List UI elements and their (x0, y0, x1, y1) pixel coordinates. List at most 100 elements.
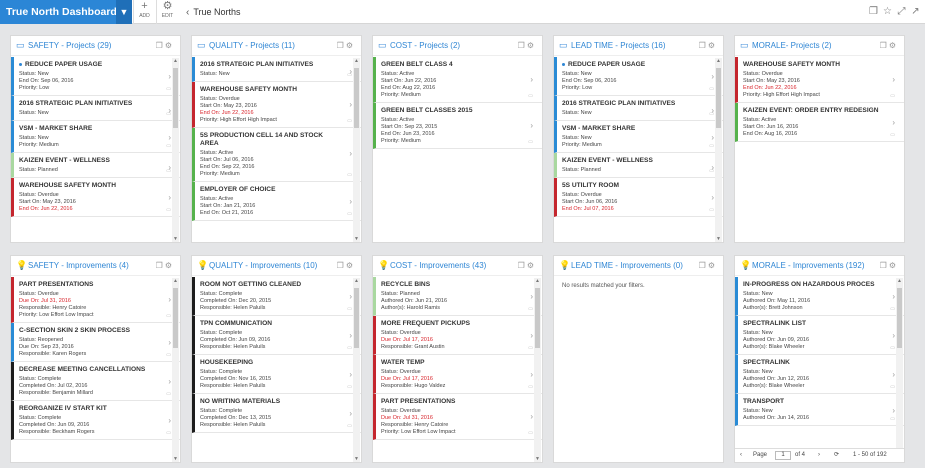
chevron-right-icon[interactable]: › (168, 295, 171, 304)
list-item[interactable]: 2016 STRATEGIC PLAN INITIATIVES Status: N… (192, 57, 361, 82)
panel-title[interactable]: MORALE- Projects (2) (752, 41, 832, 50)
scroll-down-icon[interactable]: ▼ (173, 236, 178, 242)
scrollbar-thumb[interactable] (535, 288, 540, 348)
edit-button[interactable]: ⚙ EDIT (156, 0, 178, 24)
panel-title[interactable]: LEAD TIME - Projects (16) (571, 41, 666, 50)
add-button[interactable]: + ADD (133, 0, 155, 24)
list-item[interactable]: SPECTRALINK Status: New Authored On: Jun 1… (735, 355, 904, 394)
gear-icon[interactable]: ⚙ (164, 41, 174, 50)
chevron-right-icon[interactable]: › (349, 370, 352, 380)
chevron-right-icon[interactable]: › (168, 105, 171, 115)
chevron-right-icon[interactable]: › (530, 370, 533, 380)
gear-icon[interactable]: ⚙ (526, 261, 536, 270)
chevron-right-icon[interactable]: › (530, 412, 533, 421)
list-item[interactable]: REORGANIZE IV START KIT Status: Complete C… (11, 401, 180, 440)
scrollbar[interactable]: ▲▼ (715, 58, 722, 242)
prev-page-icon[interactable]: ‹ (740, 452, 742, 458)
chevron-right-icon[interactable]: › (892, 331, 895, 341)
panel-title[interactable]: COST - Projects (2) (390, 41, 461, 50)
list-item[interactable]: REDUCE PAPER USAGE Status: New End On: Sep… (11, 57, 180, 96)
scroll-down-icon[interactable]: ▼ (716, 236, 721, 242)
chevron-right-icon[interactable]: › (168, 72, 171, 82)
chevron-right-icon[interactable]: › (168, 377, 171, 387)
gear-icon[interactable]: ⚙ (707, 41, 717, 50)
list-item[interactable]: SPECTRALINK LIST Status: New Authored On: … (735, 316, 904, 355)
scroll-up-icon[interactable]: ▲ (354, 278, 359, 284)
expand-icon[interactable]: ⤢ (897, 6, 906, 17)
chevron-right-icon[interactable]: › (711, 105, 714, 115)
list-item[interactable]: 2016 STRATEGIC PLAN INITIATIVES Status: N… (554, 96, 723, 121)
list-item[interactable]: RECYCLE BINS Status: Planned Authored On: … (373, 277, 542, 316)
gear-icon[interactable]: ⚙ (707, 261, 717, 270)
panel-title[interactable]: SAFETY - Improvements (4) (28, 261, 129, 270)
chevron-right-icon[interactable]: › (349, 149, 352, 159)
scrollbar[interactable]: ▲▼ (172, 58, 179, 242)
scroll-down-icon[interactable]: ▼ (173, 456, 178, 462)
chevron-right-icon[interactable]: › (892, 406, 895, 416)
list-item[interactable]: REDUCE PAPER USAGE Status: New End On: Sep… (554, 57, 723, 96)
scroll-down-icon[interactable]: ▼ (535, 456, 540, 462)
copy-icon[interactable]: ❐ (698, 41, 708, 50)
copy-icon[interactable]: ❐ (155, 261, 165, 270)
list-item[interactable]: HOUSEKEEPING Status: Complete Completed On… (192, 355, 361, 394)
gear-icon[interactable]: ⚙ (526, 41, 536, 50)
gear-icon[interactable]: ⚙ (345, 261, 355, 270)
chevron-right-icon[interactable]: › (349, 292, 352, 302)
scroll-up-icon[interactable]: ▲ (535, 278, 540, 284)
chevron-right-icon[interactable]: › (530, 121, 533, 130)
gear-icon[interactable]: ⚙ (345, 41, 355, 50)
list-item[interactable]: NO WRITING MATERIALS Status: Complete Comp… (192, 394, 361, 433)
scrollbar-thumb[interactable] (897, 288, 902, 348)
scroll-down-icon[interactable]: ▼ (354, 236, 359, 242)
dashboard-selector[interactable]: True North Dashboard ▼ (0, 0, 132, 24)
list-item[interactable]: VSM - MARKET SHARE Status: New Priority: M… (554, 121, 723, 153)
chevron-right-icon[interactable]: › (168, 162, 171, 172)
copy-icon[interactable]: ❐ (879, 41, 889, 50)
chevron-right-icon[interactable]: › (349, 66, 352, 76)
chevron-right-icon[interactable]: › (168, 133, 171, 143)
list-item[interactable]: GREEN BELT CLASS 4 Status: Active Start On… (373, 57, 542, 103)
panel-title[interactable]: LEAD TIME - Improvements (0) (571, 261, 683, 270)
list-item[interactable]: TPN COMMUNICATION Status: Complete Complet… (192, 316, 361, 355)
scroll-up-icon[interactable]: ▲ (897, 278, 902, 284)
chevron-right-icon[interactable]: › (349, 100, 352, 109)
list-item[interactable]: 2016 STRATEGIC PLAN INITIATIVES Status: N… (11, 96, 180, 121)
list-item[interactable]: KAIZEN EVENT: ORDER ENTRY REDESIGN Status… (735, 103, 904, 142)
list-item[interactable]: WATER TEMP Status: Overdue Due On: Jul 17,… (373, 355, 542, 394)
scrollbar-thumb[interactable] (173, 288, 178, 348)
list-item[interactable]: KAIZEN EVENT - WELLNESS Status: Planned › ▭ (554, 153, 723, 178)
page-input[interactable]: 1 (775, 451, 791, 460)
scroll-up-icon[interactable]: ▲ (173, 58, 178, 64)
chevron-right-icon[interactable]: › (349, 409, 352, 419)
chevron-right-icon[interactable]: › (711, 162, 714, 172)
copy-icon[interactable]: ❐ (869, 6, 878, 17)
chevron-right-icon[interactable]: › (892, 370, 895, 380)
list-item[interactable]: KAIZEN EVENT - WELLNESS Status: Planned › ▭ (11, 153, 180, 178)
share-icon[interactable]: ↗ (911, 6, 920, 17)
scroll-up-icon[interactable]: ▲ (173, 278, 178, 284)
list-item[interactable]: WAREHOUSE SAFETY MONTH Status: Overdue Sta… (192, 82, 361, 128)
refresh-icon[interactable]: ⟳ (834, 452, 840, 458)
list-item[interactable]: IN-PROGRESS ON HAZARDOUS PROCES Status: N… (735, 277, 904, 316)
chevron-right-icon[interactable]: › (711, 133, 714, 143)
list-item[interactable]: GREEN BELT CLASSES 2015 Status: Active Sta… (373, 103, 542, 149)
chevron-right-icon[interactable]: › (711, 193, 714, 203)
scrollbar-thumb[interactable] (354, 288, 359, 348)
copy-icon[interactable]: ❐ (336, 41, 346, 50)
panel-title[interactable]: QUALITY - Projects (11) (209, 41, 295, 50)
panel-title[interactable]: MORALE - Improvements (192) (752, 261, 865, 270)
scrollbar-thumb[interactable] (173, 68, 178, 128)
breadcrumb[interactable]: ‹ True Norths (186, 0, 241, 24)
list-item[interactable]: PART PRESENTATIONS Status: Overdue Due On:… (11, 277, 180, 323)
list-item[interactable]: EMPLOYER OF CHOICE Status: Active Start On… (192, 182, 361, 221)
copy-icon[interactable]: ❐ (698, 261, 708, 270)
list-item[interactable]: TRANSPORT Status: New Authored On: Jun 14,… (735, 394, 904, 426)
chevron-right-icon[interactable]: › (168, 193, 171, 203)
chevron-right-icon[interactable]: › (892, 118, 895, 128)
panel-title[interactable]: COST - Improvements (43) (390, 261, 487, 270)
chevron-right-icon[interactable]: › (530, 75, 533, 84)
chevron-right-icon[interactable]: › (530, 292, 533, 302)
chevron-left-icon[interactable]: ‹ (186, 7, 190, 18)
chevron-right-icon[interactable]: › (349, 331, 352, 341)
panel-title[interactable]: SAFETY - Projects (29) (28, 41, 112, 50)
